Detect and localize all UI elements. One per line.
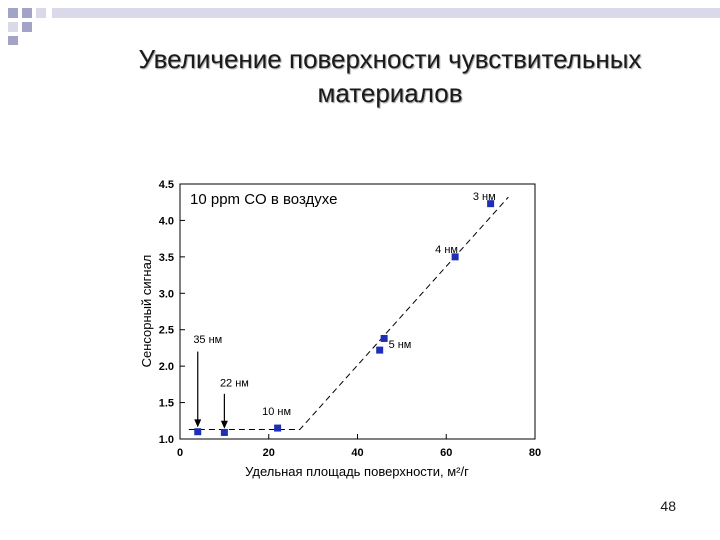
deco-square-1 — [22, 8, 32, 18]
deco-square-2 — [36, 8, 46, 18]
deco-square-5 — [8, 36, 18, 45]
y-tick-label: 1.0 — [159, 434, 174, 446]
x-axis-label: Удельная площадь поверхности, м²/г — [245, 464, 469, 479]
x-tick-label: 40 — [351, 447, 363, 459]
arrow-head — [194, 419, 202, 428]
x-tick-label: 60 — [440, 447, 452, 459]
x-tick-label: 80 — [529, 447, 541, 459]
y-axis-label: Сенсорный сигнал — [139, 255, 154, 368]
point-annotation: 5 нм — [389, 339, 412, 351]
y-tick-label: 4.0 — [159, 215, 174, 227]
page-number: 48 — [660, 498, 676, 514]
y-tick-label: 1.5 — [159, 398, 174, 410]
deco-bar — [52, 8, 720, 18]
data-point — [274, 424, 282, 432]
chart-title: 10 ppm CO в воздухе — [190, 191, 337, 208]
slide-title-line-1: Увеличение поверхности чувствительных — [138, 44, 642, 74]
point-annotation: 3 нм — [473, 191, 496, 203]
point-annotation: 22 нм — [220, 378, 249, 390]
slide-title: Увеличение поверхности чувствительных ма… — [60, 42, 720, 110]
deco-square-0 — [8, 8, 18, 18]
y-tick-label: 2.5 — [159, 325, 174, 337]
data-point — [380, 334, 388, 342]
deco-square-4 — [22, 22, 32, 32]
arrow-head — [220, 420, 228, 429]
y-tick-label: 3.5 — [159, 252, 174, 264]
point-annotation: 35 нм — [193, 334, 222, 346]
data-point — [194, 428, 202, 436]
fit-line — [188, 196, 509, 431]
x-tick-label: 20 — [263, 447, 275, 459]
deco-square-3 — [8, 22, 18, 32]
y-tick-label: 4.5 — [159, 179, 174, 191]
data-point — [220, 428, 228, 436]
slide-title-line-2: материалов — [317, 78, 463, 108]
data-point — [376, 346, 384, 354]
y-tick-label: 2.0 — [159, 361, 174, 373]
data-point — [451, 253, 459, 261]
point-annotation: 10 нм — [262, 406, 291, 418]
y-tick-label: 3.0 — [159, 288, 174, 300]
decorative-squares — [8, 8, 720, 45]
point-annotation: 4 нм — [435, 244, 458, 256]
x-tick-label: 0 — [177, 447, 183, 459]
plot-frame — [179, 183, 536, 440]
data-point — [487, 200, 495, 208]
